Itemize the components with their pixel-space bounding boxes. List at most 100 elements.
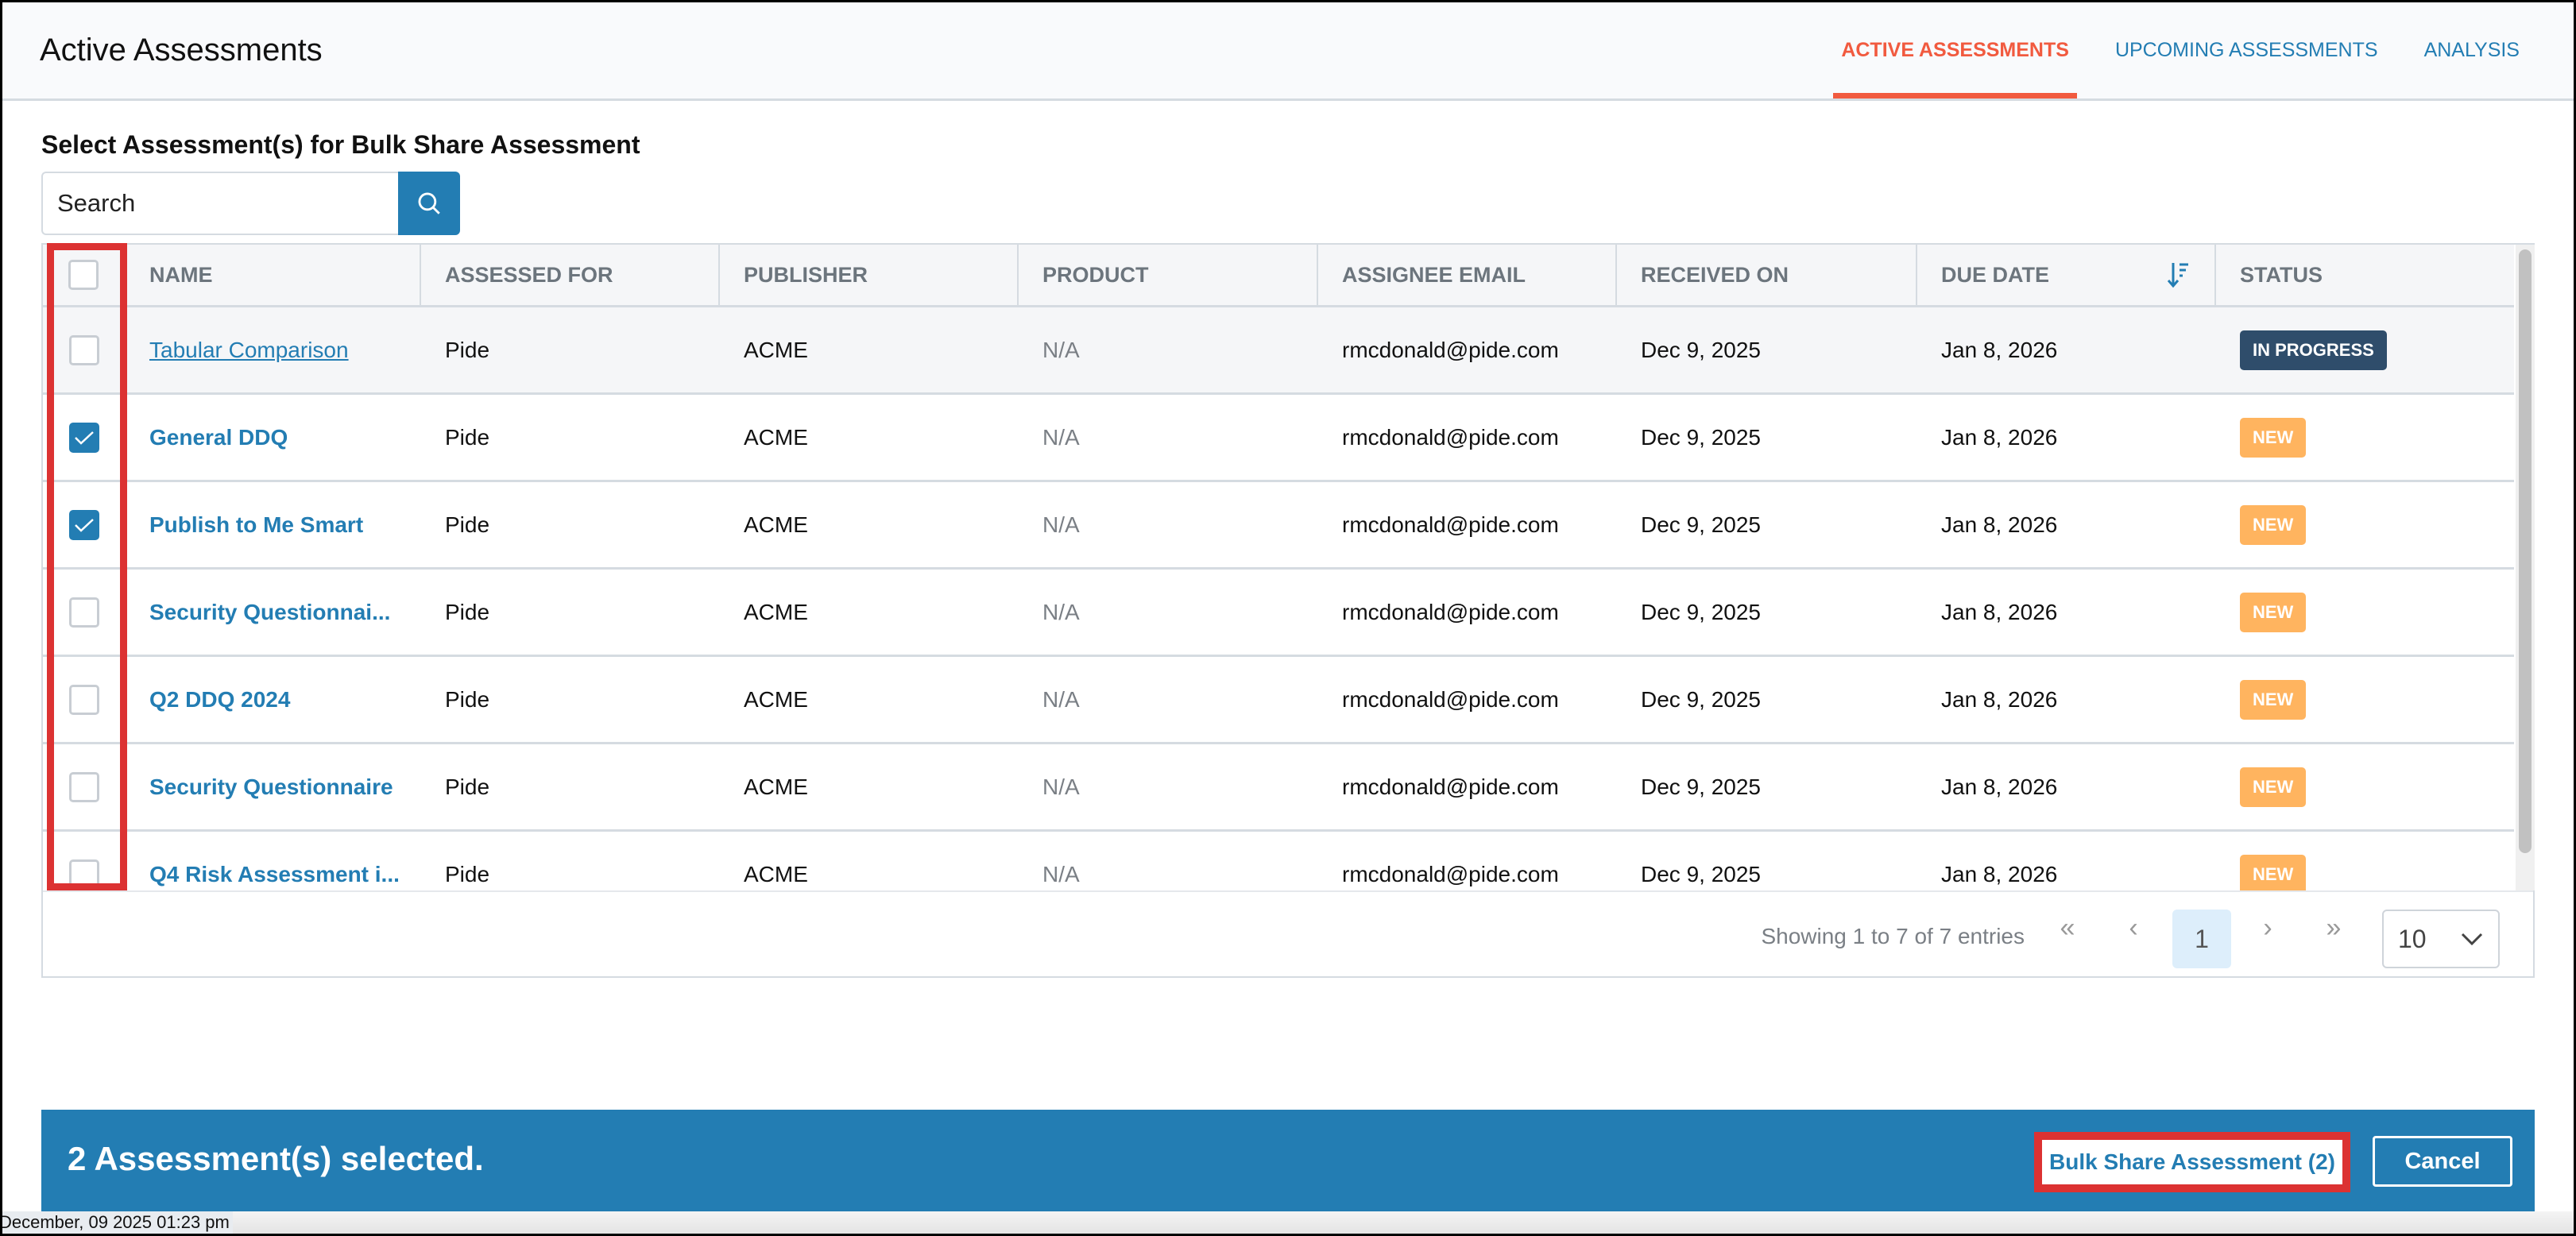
table-row[interactable]: Publish to Me Smart Pide ACME N/A rmcdonald@… (43, 482, 2514, 570)
assessment-name-link[interactable]: Security Questionnaire (149, 774, 393, 799)
status-badge: NEW (2240, 592, 2307, 632)
cell-publisher: ACME (744, 512, 808, 537)
search-input[interactable] (41, 172, 400, 235)
page-header: Active Assessments ACTIVE ASSESSMENTS UP… (2, 2, 2574, 101)
row-checkbox[interactable] (69, 771, 99, 802)
assessment-name-link[interactable]: Q4 Risk Assessment i... (149, 861, 400, 886)
assessment-name-link[interactable]: Security Questionnai... (149, 599, 391, 624)
select-all-checkbox[interactable] (68, 260, 99, 290)
column-header-assignee-email[interactable]: ASSIGNEE EMAIL (1318, 245, 1617, 305)
bulk-share-assessment-button[interactable]: Bulk Share Assessment (2) (2034, 1132, 2350, 1192)
page-1-button[interactable]: 1 (2172, 910, 2231, 968)
select-all-cell (43, 245, 126, 305)
checkmark-icon (75, 431, 94, 445)
cell-publisher: ACME (744, 861, 808, 886)
status-badge: NEW (2240, 854, 2307, 890)
cell-assignee-email: rmcdonald@pide.com (1342, 599, 1559, 624)
cancel-button[interactable]: Cancel (2373, 1136, 2512, 1187)
cell-product: N/A (1042, 686, 1080, 712)
tab-bar: ACTIVE ASSESSMENTS UPCOMING ASSESSMENTS … (1833, 2, 2528, 98)
tab-active-assessments[interactable]: ACTIVE ASSESSMENTS (1833, 2, 2077, 98)
scrollbar-thumb[interactable] (2519, 249, 2532, 853)
page-title: Active Assessments (40, 33, 323, 68)
cell-assignee-email: rmcdonald@pide.com (1342, 774, 1559, 799)
column-header-received-on[interactable]: RECEIVED ON (1617, 245, 1917, 305)
last-page-button[interactable]: » (2326, 913, 2342, 943)
timestamp: December, 09 2025 01:23 pm (2, 1211, 233, 1234)
assessment-name-link[interactable]: Publish to Me Smart (149, 512, 364, 537)
row-checkbox[interactable] (69, 684, 99, 715)
row-checkbox[interactable] (69, 422, 99, 453)
cell-product: N/A (1042, 774, 1080, 799)
cell-due-date: Jan 8, 2026 (1941, 599, 2058, 624)
search-icon (418, 192, 440, 214)
column-header-status[interactable]: STATUS (2240, 262, 2323, 287)
table-row[interactable]: General DDQ Pide ACME N/A rmcdonald@pide.com… (43, 395, 2514, 482)
row-checkbox[interactable] (69, 597, 99, 628)
table-scrollbar[interactable] (2516, 245, 2535, 890)
column-header-assessed-for[interactable]: ASSESSED FOR (421, 245, 720, 305)
cell-status: NEW (2216, 570, 2514, 655)
section-subtitle: Select Assessment(s) for Bulk Share Asse… (41, 130, 640, 159)
cell-name: Tabular Comparison (126, 307, 421, 392)
cell-publisher: ACME (744, 337, 808, 362)
assessment-name-link[interactable]: Q2 DDQ 2024 (149, 686, 291, 712)
column-header-due-date-label: DUE DATE (1941, 262, 2050, 287)
table-row[interactable]: Security Questionnai... Pide ACME N/A rmcdon… (43, 570, 2514, 657)
table-row[interactable]: Q2 DDQ 2024 Pide ACME N/A rmcdonald@pide.com… (43, 657, 2514, 744)
cell-received-on: Dec 9, 2025 (1641, 861, 1761, 886)
search-button[interactable] (398, 172, 460, 235)
cell-assignee-email: rmcdonald@pide.com (1342, 686, 1559, 712)
column-header-product[interactable]: PRODUCT (1019, 245, 1318, 305)
cell-received-on: Dec 9, 2025 (1641, 599, 1761, 624)
cell-assessed-for: Pide (445, 686, 490, 712)
cell-product: N/A (1042, 599, 1080, 624)
row-select-cell (43, 744, 126, 829)
row-checkbox[interactable] (69, 509, 99, 540)
cell-due-date: Jan 8, 2026 (1941, 861, 2058, 886)
cell-due-date: Jan 8, 2026 (1941, 424, 2058, 450)
selected-count-text: 2 Assessment(s) selected. (68, 1140, 484, 1177)
cell-name: Security Questionnai... (126, 570, 421, 655)
page-size-select[interactable]: 10 (2382, 910, 2500, 968)
cell-status: NEW (2216, 395, 2514, 480)
tab-analysis[interactable]: ANALYSIS (2423, 39, 2520, 61)
row-select-cell (43, 307, 126, 392)
table-row[interactable]: Tabular Comparison Pide ACME N/A rmcdonald@p… (43, 307, 2514, 395)
row-select-cell (43, 482, 126, 567)
cell-received-on: Dec 9, 2025 (1641, 424, 1761, 450)
assessment-name-link[interactable]: Tabular Comparison (149, 337, 349, 362)
assessment-name-link[interactable]: General DDQ (149, 424, 288, 450)
cell-publisher: ACME (744, 774, 808, 799)
entries-info: Showing 1 to 7 of 7 entries (1761, 924, 2025, 948)
status-badge: IN PROGRESS (2240, 330, 2387, 370)
cell-product: N/A (1042, 512, 1080, 537)
column-header-name[interactable]: NAME (126, 245, 421, 305)
page-size-value: 10 (2398, 924, 2427, 953)
first-page-button[interactable]: « (2060, 913, 2075, 943)
cell-product: N/A (1042, 861, 1080, 886)
sort-descending-icon[interactable] (2167, 261, 2191, 288)
cell-due-date: Jan 8, 2026 (1941, 774, 2058, 799)
cell-assessed-for: Pide (445, 861, 490, 886)
cell-product: N/A (1042, 424, 1080, 450)
cell-name: General DDQ (126, 395, 421, 480)
cell-due-date: Jan 8, 2026 (1941, 337, 2058, 362)
status-badge: NEW (2240, 417, 2307, 458)
cell-due-date: Jan 8, 2026 (1941, 512, 2058, 537)
row-checkbox[interactable] (69, 859, 99, 890)
cell-assessed-for: Pide (445, 512, 490, 537)
column-header-due-date[interactable]: DUE DATE (1917, 245, 2216, 305)
table-row[interactable]: Security Questionnaire Pide ACME N/A rmcdona… (43, 744, 2514, 832)
selection-action-bar: 2 Assessment(s) selected. Bulk Share Ass… (41, 1110, 2535, 1211)
column-header-publisher[interactable]: PUBLISHER (720, 245, 1019, 305)
row-checkbox[interactable] (69, 334, 99, 365)
cell-name: Publish to Me Smart (126, 482, 421, 567)
prev-page-button[interactable]: ‹ (2129, 913, 2138, 943)
tab-upcoming-assessments[interactable]: UPCOMING ASSESSMENTS (2114, 39, 2378, 61)
next-page-button[interactable]: › (2263, 913, 2272, 943)
row-select-cell (43, 657, 126, 742)
cell-assignee-email: rmcdonald@pide.com (1342, 861, 1559, 886)
table-row[interactable]: Q4 Risk Assessment i... Pide ACME N/A rmcdon… (43, 832, 2514, 890)
cell-received-on: Dec 9, 2025 (1641, 774, 1761, 799)
